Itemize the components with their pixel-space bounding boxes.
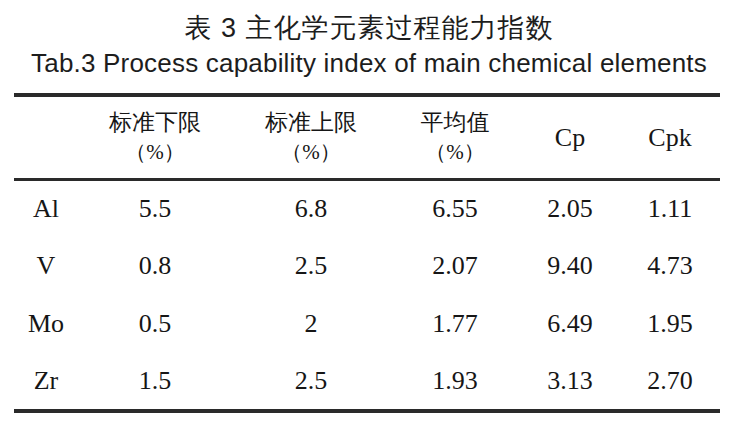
column-label: 平均值 bbox=[390, 107, 520, 138]
column-unit: （%） bbox=[390, 138, 520, 167]
column-header-element bbox=[14, 95, 78, 179]
lower-limit-cell: 1.5 bbox=[78, 353, 232, 411]
table-caption: 表 3 主化学元素过程能力指数 Tab.3 Process capability… bbox=[0, 10, 738, 80]
lower-limit-cell: 0.8 bbox=[78, 237, 232, 295]
column-header-cpk: Cpk bbox=[620, 95, 720, 179]
element-cell: Zr bbox=[14, 353, 78, 411]
cp-cell: 2.05 bbox=[520, 179, 620, 237]
cpk-cell: 2.70 bbox=[620, 353, 720, 411]
table-row-v: V 0.8 2.5 2.07 9.40 4.73 bbox=[14, 237, 720, 295]
header-row: 标准下限 （%） 标准上限 （%） 平均值 （%） Cp Cpk bbox=[14, 95, 720, 179]
column-header-mean: 平均值 （%） bbox=[390, 95, 520, 179]
cp-cell: 9.40 bbox=[520, 237, 620, 295]
column-label: Cpk bbox=[620, 122, 720, 153]
column-header-lower-limit: 标准下限 （%） bbox=[78, 95, 232, 179]
mean-cell: 1.93 bbox=[390, 353, 520, 411]
process-capability-table: 标准下限 （%） 标准上限 （%） 平均值 （%） Cp Cpk bbox=[14, 93, 720, 413]
lower-limit-cell: 0.5 bbox=[78, 295, 232, 353]
upper-limit-cell: 2.5 bbox=[232, 237, 390, 295]
upper-limit-cell: 6.8 bbox=[232, 179, 390, 237]
upper-limit-cell: 2.5 bbox=[232, 353, 390, 411]
element-cell: Mo bbox=[14, 295, 78, 353]
column-label: 标准下限 bbox=[78, 107, 232, 138]
table-row-zr: Zr 1.5 2.5 1.93 3.13 2.70 bbox=[14, 353, 720, 411]
column-label: Cp bbox=[520, 122, 620, 153]
cp-cell: 6.49 bbox=[520, 295, 620, 353]
table-caption-en: Tab.3 Process capability index of main c… bbox=[0, 46, 738, 80]
upper-limit-cell: 2 bbox=[232, 295, 390, 353]
cpk-cell: 1.95 bbox=[620, 295, 720, 353]
cpk-cell: 1.11 bbox=[620, 179, 720, 237]
mean-cell: 2.07 bbox=[390, 237, 520, 295]
mean-cell: 6.55 bbox=[390, 179, 520, 237]
lower-limit-cell: 5.5 bbox=[78, 179, 232, 237]
cpk-cell: 4.73 bbox=[620, 237, 720, 295]
column-header-cp: Cp bbox=[520, 95, 620, 179]
element-cell: V bbox=[14, 237, 78, 295]
column-header-upper-limit: 标准上限 （%） bbox=[232, 95, 390, 179]
mean-cell: 1.77 bbox=[390, 295, 520, 353]
cp-cell: 3.13 bbox=[520, 353, 620, 411]
paper-table-figure: 表 3 主化学元素过程能力指数 Tab.3 Process capability… bbox=[0, 0, 738, 434]
column-unit: （%） bbox=[78, 138, 232, 167]
element-cell: Al bbox=[14, 179, 78, 237]
column-label: 标准上限 bbox=[232, 107, 390, 138]
table-row-al: Al 5.5 6.8 6.55 2.05 1.11 bbox=[14, 179, 720, 237]
table-caption-zh: 表 3 主化学元素过程能力指数 bbox=[0, 10, 738, 46]
table-row-mo: Mo 0.5 2 1.77 6.49 1.95 bbox=[14, 295, 720, 353]
column-unit: （%） bbox=[232, 138, 390, 167]
